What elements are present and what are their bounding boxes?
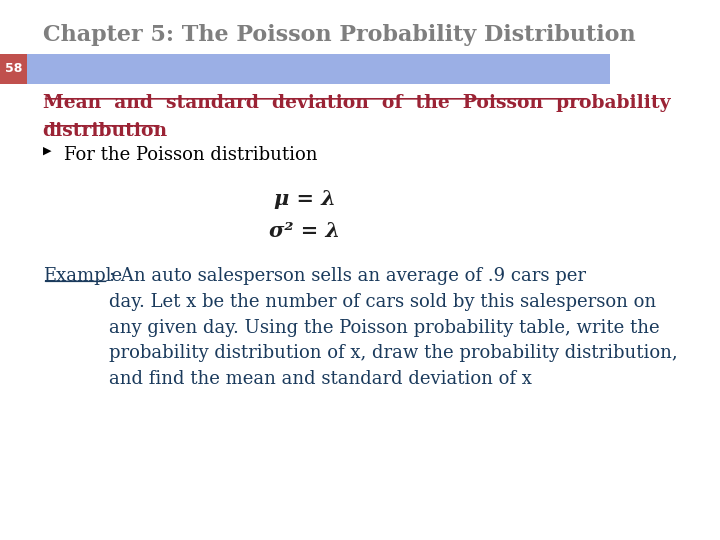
- Text: 58: 58: [5, 62, 22, 76]
- Text: Mean  and  standard  deviation  of  the  Poisson  probability: Mean and standard deviation of the Poiss…: [42, 94, 670, 112]
- FancyBboxPatch shape: [0, 54, 27, 84]
- Text: : An auto salesperson sells an average of .9 cars per
day. Let x be the number o: : An auto salesperson sells an average o…: [109, 267, 678, 388]
- Text: Example: Example: [42, 267, 122, 285]
- Text: ▶: ▶: [42, 146, 51, 156]
- Text: σ² = λ: σ² = λ: [269, 221, 341, 241]
- Text: Chapter 5: The Poisson Probability Distribution: Chapter 5: The Poisson Probability Distr…: [42, 24, 635, 46]
- Text: μ = λ: μ = λ: [274, 189, 336, 209]
- Text: distribution: distribution: [42, 122, 168, 139]
- FancyBboxPatch shape: [0, 54, 610, 84]
- Text: For the Poisson distribution: For the Poisson distribution: [64, 146, 318, 164]
